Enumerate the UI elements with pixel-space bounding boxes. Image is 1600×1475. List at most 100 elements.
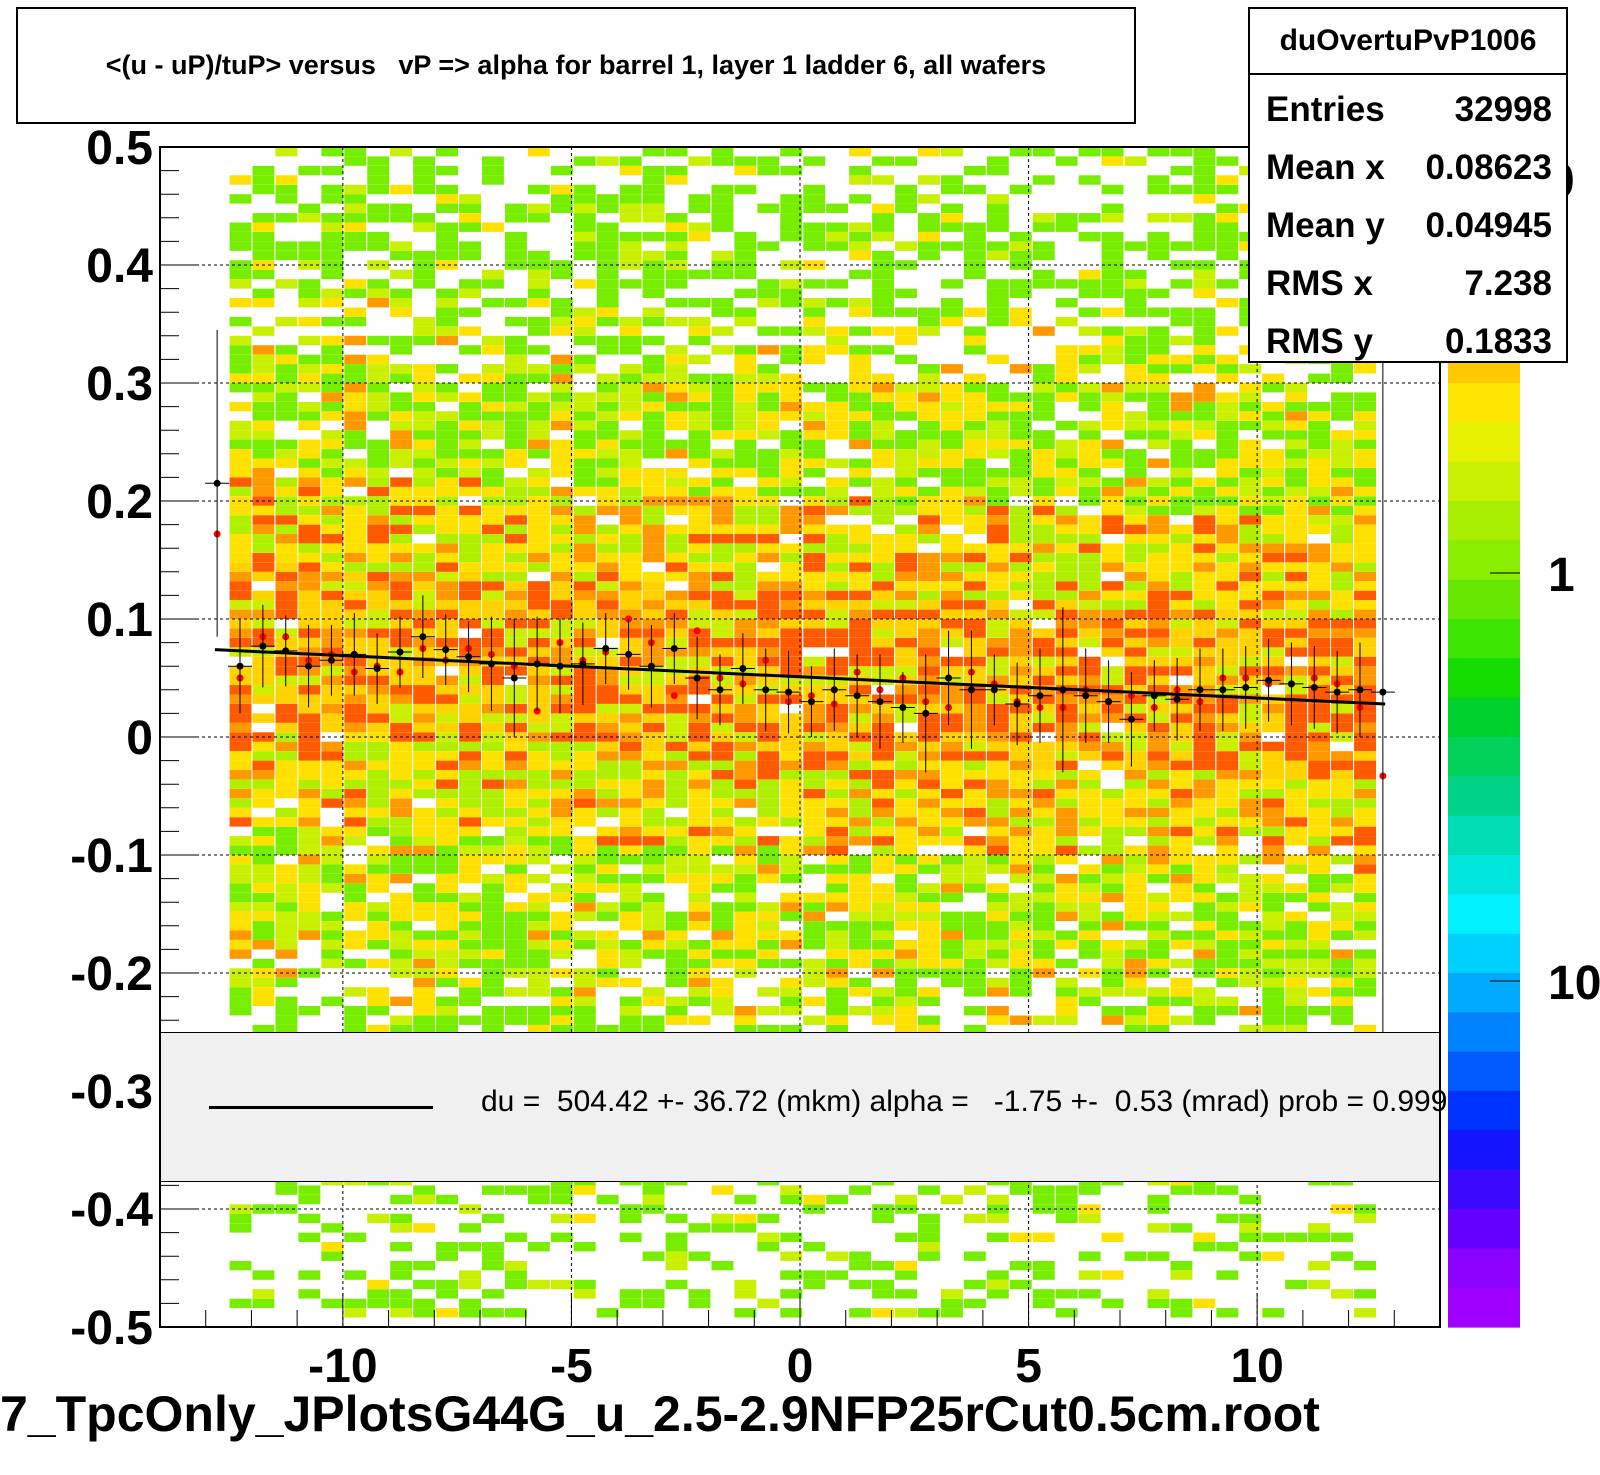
heatmap-cell: [1078, 486, 1101, 497]
heatmap-cell: [619, 1213, 642, 1224]
heatmap-cell: [550, 373, 573, 383]
heatmap-cell: [1170, 1308, 1193, 1318]
heatmap-cell: [573, 807, 596, 818]
heatmap-cell: [321, 666, 344, 676]
heatmap-cell: [872, 902, 894, 912]
heatmap-cell: [1078, 732, 1101, 742]
heatmap-cell: [505, 609, 527, 619]
heatmap-cell: [757, 203, 780, 213]
heatmap-cell: [1262, 562, 1285, 572]
heatmap-cell: [1101, 1232, 1124, 1242]
heatmap-cell: [963, 722, 986, 733]
stats-row-rms-x: RMS x 7.238: [1266, 255, 1552, 313]
heatmap-cell: [642, 184, 665, 195]
heatmap-cell: [1147, 307, 1170, 317]
heatmap-cell: [1147, 505, 1170, 516]
heatmap-cell: [413, 335, 436, 346]
profile-black-points: [205, 329, 1395, 1047]
heatmap-cell: [986, 826, 1009, 837]
heatmap-cell: [1101, 552, 1124, 563]
heatmap-cell: [367, 392, 390, 402]
heatmap-cell: [390, 486, 413, 497]
heatmap-cell: [413, 184, 436, 195]
heatmap-cell: [1101, 864, 1124, 874]
heatmap-cell: [963, 647, 986, 657]
heatmap-cell: [963, 430, 986, 440]
heatmap-cell: [298, 241, 321, 251]
heatmap-cell: [1285, 637, 1308, 648]
heatmap-cell: [1193, 1232, 1216, 1242]
heatmap-cell: [1101, 326, 1124, 336]
heatmap-cell: [252, 175, 275, 185]
heatmap-cell: [895, 562, 917, 572]
heatmap-cell: [826, 873, 849, 884]
heatmap-cell: [1308, 751, 1331, 761]
heatmap-cell: [482, 958, 504, 969]
heatmap-cell: [390, 751, 413, 761]
heatmap-cell: [596, 373, 619, 383]
heatmap-cell: [550, 543, 573, 553]
heatmap-cell: [1147, 609, 1170, 619]
heatmap-cell: [367, 675, 390, 685]
heatmap-cell: [275, 486, 298, 497]
heatmap-cell: [849, 751, 872, 761]
heatmap-cell: [275, 458, 298, 468]
heatmap-cell: [1170, 458, 1193, 468]
heatmap-cell: [711, 298, 734, 308]
heatmap-cell: [390, 826, 413, 837]
heatmap-cell: [803, 930, 826, 940]
heatmap-cell: [275, 609, 298, 619]
heatmap-cell: [459, 373, 481, 383]
heatmap-cell: [390, 534, 413, 544]
heatmap-cell: [1055, 817, 1078, 827]
heatmap-cell: [367, 760, 390, 770]
heatmap-cell: [1239, 590, 1262, 601]
heatmap-cell: [1354, 1289, 1376, 1299]
heatmap-cell: [1055, 562, 1078, 572]
profile-point: [396, 648, 404, 656]
heatmap-cell: [436, 420, 458, 431]
heatmap-cell: [941, 581, 963, 591]
heatmap-cell: [1055, 656, 1078, 667]
heatmap-cell: [1078, 741, 1101, 752]
heatmap-cell: [734, 562, 757, 572]
heatmap-cell: [436, 534, 458, 544]
heatmap-cell: [1009, 401, 1032, 412]
heatmap-cell: [1216, 826, 1239, 837]
x-tick-label: -10: [308, 1340, 377, 1393]
heatmap-cell: [413, 637, 436, 648]
heatmap-cell: [665, 411, 688, 421]
heatmap-cell: [229, 279, 252, 289]
heatmap-cell: [986, 1270, 1009, 1280]
heatmap-cell: [918, 911, 940, 921]
heatmap-cell: [1354, 458, 1376, 468]
heatmap-cell: [826, 524, 849, 534]
heatmap-cell: [688, 911, 711, 921]
heatmap-cell: [826, 751, 849, 761]
heatmap-cell: [1239, 420, 1262, 431]
heatmap-cell: [252, 883, 275, 893]
heatmap-cell: [1308, 760, 1331, 770]
heatmap-cell: [619, 232, 642, 242]
heatmap-cell: [688, 788, 711, 799]
heatmap-cell: [986, 165, 1009, 176]
heatmap-cell: [642, 1024, 665, 1035]
heatmap-cell: [390, 996, 413, 1006]
heatmap-cell: [252, 552, 275, 563]
heatmap-cell: [780, 760, 803, 770]
heatmap-cell: [1124, 279, 1147, 289]
heatmap-cell: [849, 836, 872, 846]
heatmap-cell: [1216, 364, 1239, 374]
heatmap-cell: [1124, 647, 1147, 657]
heatmap-cell: [505, 873, 527, 884]
heatmap-cell: [895, 958, 917, 969]
heatmap-cell: [803, 515, 826, 525]
heatmap-cell: [1239, 817, 1262, 827]
heatmap-cell: [1124, 373, 1147, 383]
heatmap-cell: [252, 477, 275, 487]
heatmap-cell: [1193, 628, 1216, 638]
heatmap-cell: [298, 411, 321, 421]
heatmap-cell: [436, 817, 458, 827]
heatmap-cell: [1354, 411, 1376, 421]
heatmap-cell: [642, 571, 665, 582]
